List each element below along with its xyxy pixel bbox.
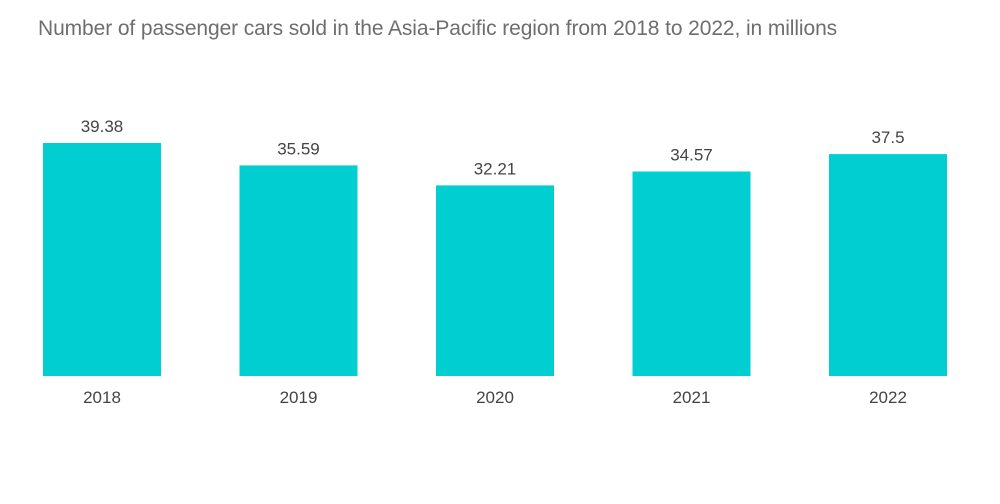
x-tick-label-2020: 2020 [476, 388, 514, 407]
chart-title: Number of passenger cars sold in the Asi… [38, 17, 838, 40]
x-tick-label-2018: 2018 [83, 388, 121, 407]
bar-2021 [632, 171, 751, 376]
x-tick-label-2022: 2022 [869, 388, 907, 407]
value-label-2019: 35.59 [277, 139, 320, 158]
x-tick-label-2019: 2019 [280, 388, 318, 407]
bar-2019 [239, 165, 358, 376]
value-label-2020: 32.21 [474, 159, 517, 178]
value-labels-group: 39.38 35.59 32.21 34.57 37.5 [81, 117, 905, 178]
bar-2020 [436, 185, 554, 376]
bar-2022 [829, 154, 947, 376]
x-axis-ticks: 2018 2019 2020 2021 2022 [83, 388, 907, 407]
value-label-2018: 39.38 [81, 117, 124, 136]
bars-group [43, 143, 947, 376]
x-tick-label-2021: 2021 [673, 388, 711, 407]
bar-2018 [43, 143, 161, 376]
value-label-2021: 34.57 [670, 146, 713, 165]
value-label-2022: 37.5 [871, 128, 904, 147]
